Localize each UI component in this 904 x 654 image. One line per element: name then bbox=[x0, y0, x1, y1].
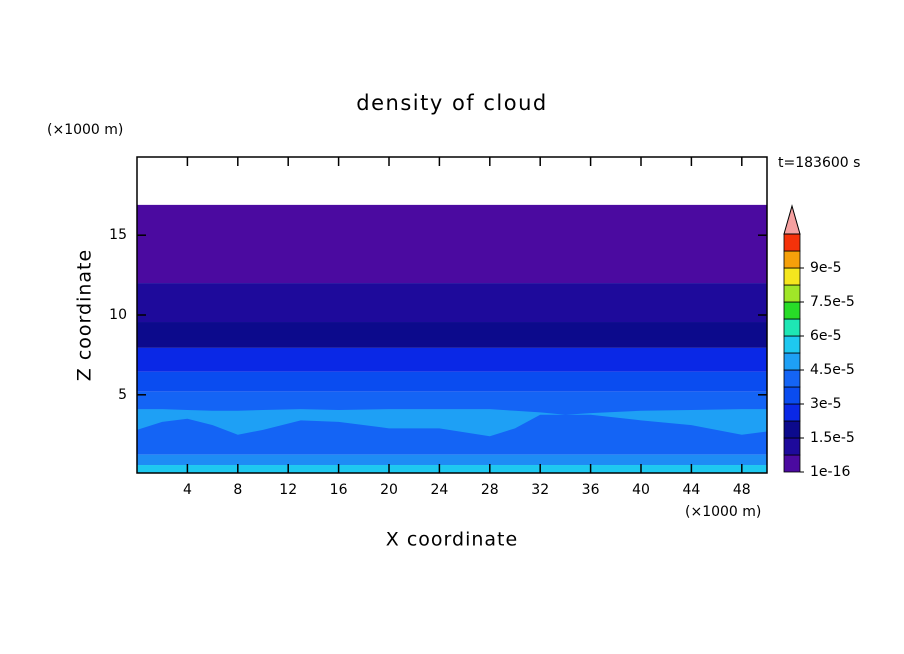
colorbar-bin bbox=[783, 454, 801, 473]
x-axis-label: X coordinate bbox=[386, 529, 518, 551]
colorbar-bin bbox=[783, 335, 801, 354]
colorbar-extend bbox=[783, 204, 801, 235]
y-unit: (×1000 m) bbox=[47, 122, 123, 138]
contour-layer bbox=[137, 204, 767, 284]
colorbar-tick-label: 7.5e-5 bbox=[810, 294, 855, 310]
colorbar-bin bbox=[783, 369, 801, 388]
y-tick-label: 5 bbox=[118, 387, 127, 403]
x-tick-label: 24 bbox=[430, 482, 448, 498]
x-tick-label: 8 bbox=[233, 482, 242, 498]
colorbar-bin bbox=[783, 267, 801, 286]
colorbar-bin bbox=[783, 352, 801, 371]
colorbar-tick-label: 1e-16 bbox=[810, 464, 850, 480]
colorbar-bin bbox=[783, 437, 801, 456]
colorbar-tick-label: 1.5e-5 bbox=[810, 430, 855, 446]
x-tick-label: 20 bbox=[380, 482, 398, 498]
colorbar-tick-label: 9e-5 bbox=[810, 260, 841, 276]
colorbar-tick-label: 6e-5 bbox=[810, 328, 841, 344]
colorbar-bin bbox=[783, 301, 801, 320]
colorbar-bin bbox=[783, 318, 801, 337]
time-label: t=183600 s bbox=[778, 155, 860, 171]
x-tick-label: 32 bbox=[531, 482, 549, 498]
colorbar-bin bbox=[783, 284, 801, 303]
y-tick-label: 10 bbox=[109, 307, 127, 323]
contour-layer bbox=[137, 283, 767, 323]
contour-layer bbox=[137, 322, 767, 348]
contour-layer bbox=[137, 347, 767, 372]
contour-band bbox=[137, 409, 767, 437]
colorbar-bin bbox=[783, 233, 801, 252]
x-tick-label: 44 bbox=[682, 482, 700, 498]
x-unit: (×1000 m) bbox=[685, 504, 761, 520]
colorbar-tick-label: 4.5e-5 bbox=[810, 362, 855, 378]
x-tick-label: 48 bbox=[733, 482, 751, 498]
contour-layer bbox=[137, 465, 767, 473]
colorbar-bin bbox=[783, 386, 801, 405]
x-tick-label: 28 bbox=[481, 482, 499, 498]
chart-title: density of cloud bbox=[356, 91, 547, 115]
contour-layer bbox=[137, 371, 767, 392]
y-tick-label: 15 bbox=[109, 227, 127, 243]
colorbar-bin bbox=[783, 420, 801, 439]
colorbar-bin bbox=[783, 250, 801, 269]
colorbar-bin bbox=[783, 403, 801, 422]
x-tick-label: 4 bbox=[183, 482, 192, 498]
contour-layer bbox=[137, 454, 767, 466]
x-tick-label: 12 bbox=[279, 482, 297, 498]
y-axis-label: Z coordinate bbox=[74, 249, 96, 381]
colorbar-tick-label: 3e-5 bbox=[810, 396, 841, 412]
x-tick-label: 36 bbox=[582, 482, 600, 498]
x-tick-label: 40 bbox=[632, 482, 650, 498]
x-tick-label: 16 bbox=[330, 482, 348, 498]
